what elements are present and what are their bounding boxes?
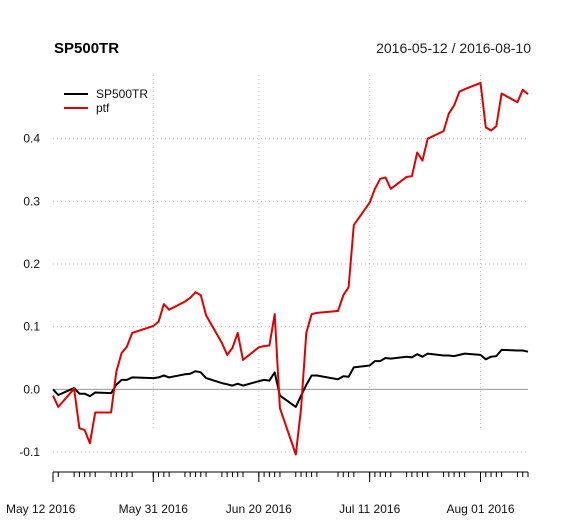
- series-line-ptf: [52, 81, 529, 456]
- x-axis: May 12 2016 May 31 2016 Jun 20 2016 Jul 11 …: [6, 471, 529, 516]
- grid: [53, 75, 528, 453]
- x-tick-label: May 12 2016: [6, 502, 76, 516]
- date-range: 2016-05-12 / 2016-08-10: [376, 40, 531, 56]
- legend-label-ptf: ptf: [96, 101, 110, 115]
- legend: SP500TR ptf: [64, 87, 148, 115]
- y-tick-label: -0.1: [19, 445, 40, 459]
- y-tick-label: 0.2: [23, 257, 40, 271]
- y-tick-label: 0.1: [23, 320, 40, 334]
- y-tick-label: 0.3: [23, 194, 40, 208]
- legend-label-sp500tr: SP500TR: [96, 87, 148, 101]
- x-tick-label: May 31 2016: [119, 502, 189, 516]
- x-tick-label: Jul 11 2016: [339, 502, 400, 516]
- chart-title: SP500TR: [54, 40, 119, 57]
- y-tick-label: 0.0: [23, 382, 40, 396]
- series-lines: [52, 81, 529, 456]
- y-axis-labels: -0.1 0.0 0.1 0.2 0.3 0.4: [19, 132, 40, 459]
- x-tick-label: Aug 01 2016: [446, 502, 514, 516]
- series-line-sp500tr: [52, 348, 529, 408]
- y-tick-label: 0.4: [23, 132, 40, 146]
- x-tick-label: Jun 20 2016: [226, 502, 292, 516]
